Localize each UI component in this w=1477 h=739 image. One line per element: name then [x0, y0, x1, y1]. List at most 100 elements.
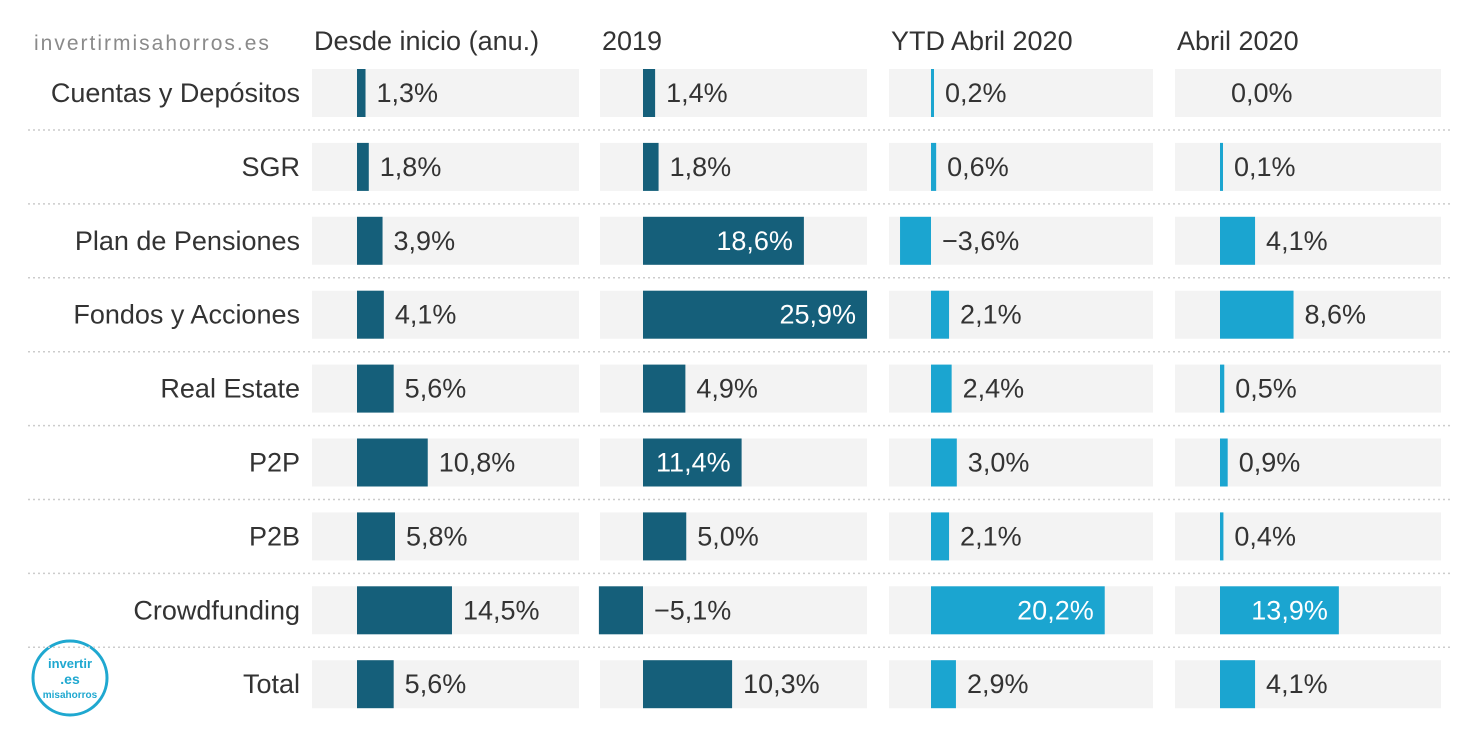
- bar-track-0-1: [600, 69, 867, 117]
- data-label-2-1: 18,6%: [716, 226, 793, 256]
- data-label-4-2: 2,4%: [963, 374, 1025, 404]
- bar-3-1: [643, 290, 868, 339]
- bar-6-2: [931, 512, 950, 561]
- data-label-7-2: 20,2%: [1017, 595, 1094, 625]
- data-label-3-1: 25,9%: [779, 300, 856, 330]
- bar-4-3: [1220, 364, 1225, 413]
- bar-1-2: [931, 142, 937, 191]
- bar-track-4-3: [1175, 364, 1441, 413]
- bar-0-0: [357, 69, 366, 117]
- bar-6-1: [643, 512, 687, 561]
- bar-5-2: [931, 438, 957, 487]
- brand-logo: invertir .es misahorros: [31, 639, 109, 717]
- svg-text:misahorros: misahorros: [43, 690, 98, 701]
- bar-track-1-3: [1175, 142, 1441, 191]
- bar-track-4-0: [312, 364, 579, 413]
- bar-track-5-0: [312, 438, 579, 487]
- data-label-4-0: 5,6%: [405, 374, 467, 404]
- bar-6-0: [357, 512, 395, 561]
- bar-8-3: [1220, 660, 1256, 709]
- data-label-2-0: 3,9%: [394, 226, 456, 256]
- bar-track-8-1: [600, 660, 867, 709]
- bar-track-0-3: [1175, 69, 1441, 117]
- bar-8-0: [357, 660, 394, 709]
- bar-4-2: [931, 364, 952, 413]
- bar-8-1: [643, 660, 733, 709]
- bar-track-5-3: [1175, 438, 1441, 487]
- column-header-1: 2019: [602, 26, 662, 56]
- data-label-6-0: 5,8%: [406, 521, 468, 551]
- data-label-8-3: 4,1%: [1266, 669, 1328, 699]
- bar-track-2-2: [889, 216, 1153, 265]
- data-label-5-2: 3,0%: [968, 448, 1030, 478]
- data-label-7-3: 13,9%: [1251, 595, 1328, 625]
- bar-5-0: [357, 438, 428, 487]
- data-label-5-1: 11,4%: [656, 448, 731, 478]
- bar-2-3: [1220, 216, 1256, 265]
- row-label-2: Plan de Pensiones: [75, 226, 300, 256]
- bar-7-2: [931, 586, 1105, 635]
- bar-track-8-0: [312, 660, 579, 709]
- data-label-6-1: 5,0%: [697, 521, 759, 551]
- row-label-1: SGR: [241, 152, 300, 182]
- bar-track-1-1: [600, 142, 867, 191]
- bar-3-3: [1220, 290, 1294, 339]
- data-label-2-2: −3,6%: [942, 226, 1019, 256]
- data-label-1-1: 1,8%: [670, 152, 732, 182]
- data-label-7-1: −5,1%: [654, 595, 731, 625]
- data-label-6-3: 0,4%: [1234, 521, 1296, 551]
- data-label-2-3: 4,1%: [1266, 226, 1328, 256]
- data-label-5-3: 0,9%: [1239, 448, 1301, 478]
- bar-3-0: [357, 290, 384, 339]
- bar-track-1-2: [889, 142, 1153, 191]
- data-label-1-2: 0,6%: [947, 152, 1009, 182]
- data-label-6-2: 2,1%: [960, 521, 1022, 551]
- bar-5-3: [1220, 438, 1228, 487]
- row-label-8: Total: [243, 669, 300, 699]
- data-label-0-0: 1,3%: [377, 78, 439, 108]
- data-label-7-0: 14,5%: [463, 595, 540, 625]
- column-header-0: Desde inicio (anu.): [314, 26, 539, 56]
- bar-1-1: [643, 142, 659, 191]
- site-watermark: invertirmisahorros.es: [34, 32, 271, 55]
- bar-4-0: [357, 364, 394, 413]
- data-label-0-3: 0,0%: [1231, 78, 1293, 108]
- bar-0-2: [931, 69, 934, 117]
- data-label-8-2: 2,9%: [967, 669, 1029, 699]
- data-label-4-3: 0,5%: [1235, 374, 1297, 404]
- bar-track-1-0: [312, 142, 579, 191]
- column-header-2: YTD Abril 2020: [891, 26, 1073, 56]
- data-label-5-0: 10,8%: [439, 448, 516, 478]
- data-label-8-0: 5,6%: [405, 669, 467, 699]
- bar-track-3-0: [312, 290, 579, 339]
- bar-1-3: [1220, 142, 1223, 191]
- bar-8-2: [931, 660, 956, 709]
- bar-track-7-1: [600, 586, 867, 635]
- row-label-5: P2P: [249, 448, 300, 478]
- bar-5-1: [643, 438, 742, 487]
- bar-track-0-0: [312, 69, 579, 117]
- bar-6-3: [1220, 512, 1224, 561]
- row-label-4: Real Estate: [160, 374, 300, 404]
- data-label-0-2: 0,2%: [945, 78, 1007, 108]
- bar-2-1: [643, 216, 804, 265]
- svg-text:.es: .es: [60, 671, 80, 687]
- data-label-1-0: 1,8%: [380, 152, 442, 182]
- bar-track-2-3: [1175, 216, 1441, 265]
- data-label-3-3: 8,6%: [1305, 300, 1367, 330]
- svg-text:invertir: invertir: [48, 656, 92, 671]
- row-label-0: Cuentas y Depósitos: [51, 78, 300, 108]
- bar-4-1: [643, 364, 686, 413]
- bar-2-0: [357, 216, 383, 265]
- bar-track-3-3: [1175, 290, 1441, 339]
- row-label-3: Fondos y Acciones: [73, 300, 300, 330]
- bar-2-2: [900, 216, 931, 265]
- bar-7-3: [1220, 586, 1339, 635]
- row-label-7: Crowdfunding: [133, 595, 300, 625]
- bar-7-0: [357, 586, 452, 635]
- column-header-3: Abril 2020: [1177, 26, 1299, 56]
- bar-track-6-3: [1175, 512, 1441, 561]
- bar-track-6-0: [312, 512, 579, 561]
- row-label-6: P2B: [249, 521, 300, 551]
